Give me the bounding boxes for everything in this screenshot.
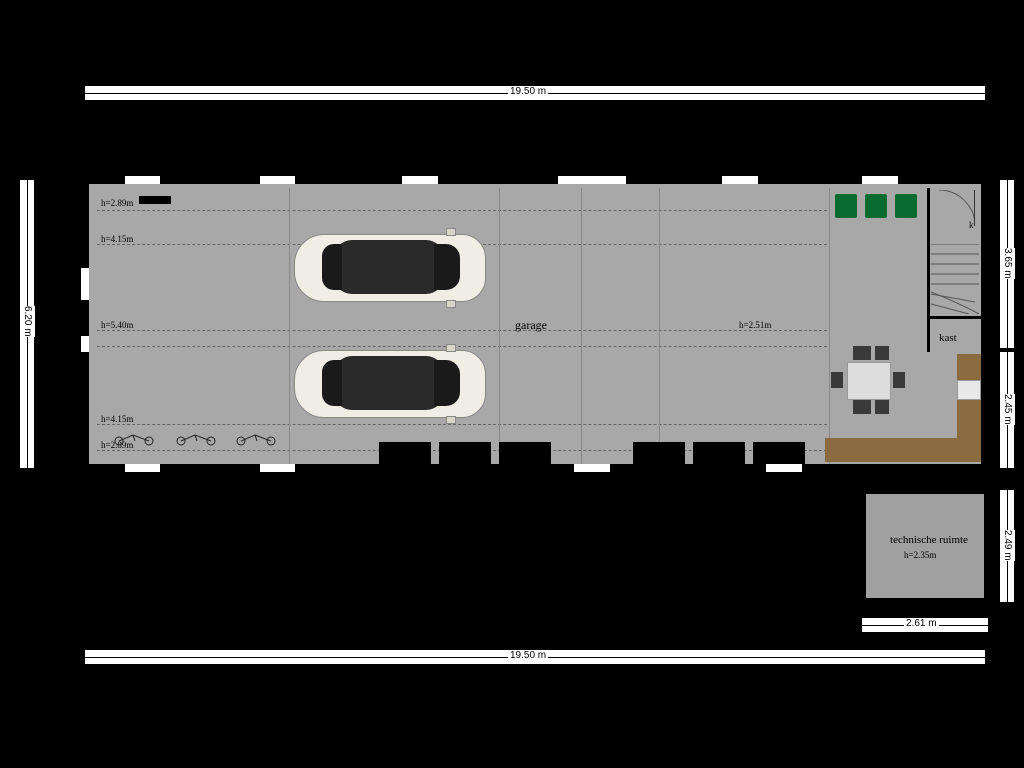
bike-2 (171, 432, 221, 446)
garage-label: garage (515, 318, 547, 333)
h-251: h=2.51m (739, 320, 771, 330)
kast-wall-v (927, 188, 930, 352)
bin-1 (835, 194, 857, 218)
notch-t3 (250, 164, 260, 180)
car-top (294, 226, 484, 308)
garage-floorplan: h=2.89m h=4.15m h=5.40m h=4.15m h=2.89m … (85, 180, 985, 468)
dim-right-label-3: 2.49 m (1000, 530, 1015, 561)
bike-3 (231, 432, 281, 446)
open-t3 (402, 176, 438, 184)
dim-br-label: 2.61 m (904, 618, 939, 629)
open-b1 (125, 464, 160, 472)
open-l2 (81, 336, 89, 352)
bb-6 (753, 442, 805, 464)
notch-b3 (250, 468, 260, 484)
notch-l2 (69, 300, 85, 310)
notch-b6 (610, 468, 620, 484)
door-swing (931, 190, 975, 230)
notch-t5 (392, 164, 402, 180)
open-b2 (260, 464, 295, 472)
bike-1 (109, 432, 159, 446)
notch-b4 (295, 468, 305, 484)
bb-2 (439, 442, 491, 464)
tech-label: technische ruimte (874, 534, 984, 546)
dim-right-label-2: 2.45 m (1000, 394, 1015, 425)
open-t5 (722, 176, 758, 184)
notch-b1 (115, 468, 125, 484)
dim-left-label: 6.20 m (20, 306, 35, 337)
notch-t9 (712, 164, 722, 180)
tech-h-label: h=2.35m (904, 550, 936, 560)
table-set (833, 350, 903, 410)
notch-t4 (295, 164, 305, 180)
h-415-bot: h=4.15m (101, 414, 133, 424)
top-strip (139, 196, 171, 204)
notch-t8 (626, 164, 636, 180)
bb-4 (633, 442, 685, 464)
notch-b8 (802, 468, 812, 484)
notch-t11 (852, 164, 862, 180)
notch-b7 (756, 468, 766, 484)
dim-top-label: 19.50 m (508, 86, 548, 97)
notch-t1 (115, 164, 125, 180)
sink (957, 380, 981, 400)
open-l1 (81, 268, 89, 300)
notch-t2 (160, 164, 170, 180)
dim-bottom-label: 19.50 m (508, 650, 548, 661)
bin-2 (865, 194, 887, 218)
notch-l1 (69, 258, 85, 268)
dash-3 (97, 330, 827, 331)
h-289-top: h=2.89m (101, 198, 133, 208)
notch-b2 (160, 468, 170, 484)
open-b4 (766, 464, 802, 472)
notch-t6 (438, 164, 448, 180)
car-bottom (294, 342, 484, 424)
notch-t12 (898, 164, 908, 180)
notch-t7 (548, 164, 558, 180)
stairs (931, 244, 979, 314)
vsep-4 (659, 188, 660, 464)
counter-v (957, 354, 981, 462)
open-t2 (260, 176, 295, 184)
open-t6 (862, 176, 898, 184)
h-415-top: h=4.15m (101, 234, 133, 244)
notch-l4 (69, 352, 85, 358)
vsep-3 (581, 188, 582, 464)
kast-label: kast (939, 332, 957, 344)
bin-3 (895, 194, 917, 218)
bb-5 (693, 442, 745, 464)
open-t4 (558, 176, 626, 184)
open-t1 (125, 176, 160, 184)
dim-right-label-1: 3.65 m (1000, 248, 1015, 279)
dash-1 (97, 210, 827, 211)
tech-room: technische ruimte h=2.35m (862, 490, 988, 602)
vsep-1 (289, 188, 290, 464)
vsep-2 (499, 188, 500, 464)
bb-1 (379, 442, 431, 464)
open-b3 (574, 464, 610, 472)
kast-wall-h (927, 316, 981, 319)
notch-t10 (758, 164, 768, 180)
notch-b5 (564, 468, 574, 484)
vsep-5 (829, 188, 830, 464)
bb-3 (499, 442, 551, 464)
h-540: h=5.40m (101, 320, 133, 330)
dash-5 (97, 424, 827, 425)
